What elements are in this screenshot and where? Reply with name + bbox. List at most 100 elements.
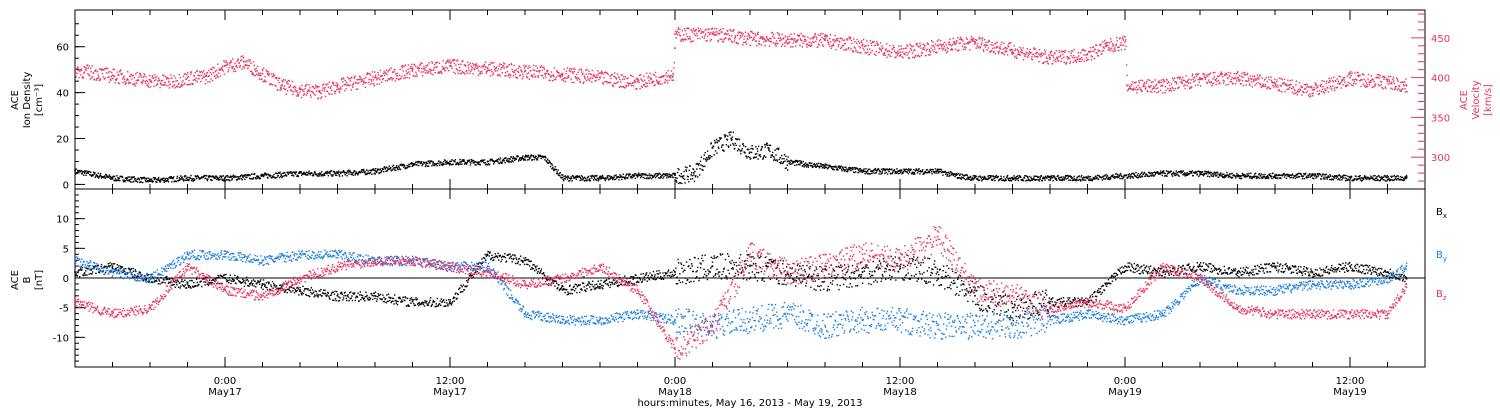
data-point (95, 69, 97, 71)
data-point (882, 169, 884, 171)
data-point (997, 175, 999, 178)
data-point (752, 157, 755, 159)
sample-point (936, 169, 939, 172)
data-point (797, 34, 800, 37)
data-point (993, 176, 995, 178)
data-point (78, 69, 81, 71)
data-point (80, 68, 83, 70)
data-point (746, 157, 748, 159)
data-point (601, 82, 604, 84)
data-point (209, 175, 211, 178)
data-point (782, 38, 784, 40)
data-point (1345, 177, 1348, 180)
data-point (1047, 175, 1049, 177)
data-point (203, 174, 206, 177)
data-point (296, 92, 299, 94)
data-point (1316, 176, 1318, 178)
data-point (1340, 176, 1343, 179)
data-point (220, 67, 223, 70)
data-point (841, 170, 843, 172)
data-point (622, 176, 624, 178)
data-point (1131, 172, 1133, 175)
data-point (716, 141, 719, 144)
data-point (1042, 176, 1044, 178)
data-point (1132, 175, 1134, 178)
data-point (923, 173, 925, 175)
data-point (875, 171, 878, 174)
data-point (795, 41, 797, 43)
data-point (369, 74, 372, 76)
data-point (875, 50, 878, 53)
data-point (228, 62, 231, 64)
data-point (135, 82, 138, 84)
data-point (254, 173, 256, 175)
data-point (1336, 176, 1339, 178)
data-point (1222, 176, 1224, 178)
data-point (735, 138, 737, 140)
data-point (705, 28, 708, 31)
data-point (616, 82, 618, 84)
data-point (362, 83, 364, 86)
data-point (87, 67, 90, 69)
data-point (850, 39, 853, 42)
data-point (549, 79, 551, 81)
data-point (490, 159, 493, 161)
data-point (946, 47, 948, 49)
data-point (1296, 174, 1298, 176)
data-point (890, 55, 892, 58)
data-point (206, 71, 209, 74)
data-point (784, 35, 787, 37)
data-point (240, 56, 242, 58)
data-point (884, 54, 886, 57)
data-point (675, 179, 677, 182)
data-point (82, 72, 85, 74)
data-point (467, 67, 470, 69)
data-point (83, 66, 85, 68)
data-point (446, 160, 448, 162)
data-point (875, 54, 877, 57)
data-point (134, 82, 136, 85)
data-point (394, 80, 397, 82)
data-point (389, 68, 391, 71)
data-point (630, 74, 632, 77)
data-point (970, 35, 973, 38)
data-point (625, 85, 628, 88)
data-point (1374, 174, 1376, 177)
data-point (648, 82, 651, 85)
data-point (103, 69, 105, 71)
data-point (587, 78, 589, 80)
data-point (658, 172, 660, 175)
data-point (706, 150, 709, 152)
data-point (349, 84, 351, 87)
data-point (699, 28, 702, 30)
data-point (691, 40, 693, 43)
data-point (1341, 179, 1343, 181)
data-point (279, 87, 282, 90)
data-point (1241, 175, 1243, 177)
data-point (91, 174, 94, 176)
data-point (272, 176, 275, 178)
data-point (599, 175, 601, 177)
data-point (148, 86, 150, 88)
data-point (878, 47, 881, 49)
data-point (1168, 171, 1170, 173)
data-point (1171, 172, 1173, 175)
data-point (988, 40, 990, 42)
data-point (709, 155, 712, 157)
data-point (408, 77, 411, 79)
data-point (420, 161, 423, 163)
data-point (1174, 174, 1176, 177)
data-point (1085, 176, 1088, 178)
data-point (79, 69, 82, 71)
data-point (454, 72, 457, 75)
data-point (927, 43, 930, 45)
data-point (1091, 180, 1094, 182)
data-point (788, 163, 790, 165)
data-point (338, 91, 341, 94)
data-point (533, 159, 535, 161)
data-point (1264, 173, 1266, 176)
data-point (147, 85, 149, 87)
data-point (845, 166, 847, 168)
data-point (1266, 177, 1268, 179)
data-point (1310, 175, 1312, 178)
